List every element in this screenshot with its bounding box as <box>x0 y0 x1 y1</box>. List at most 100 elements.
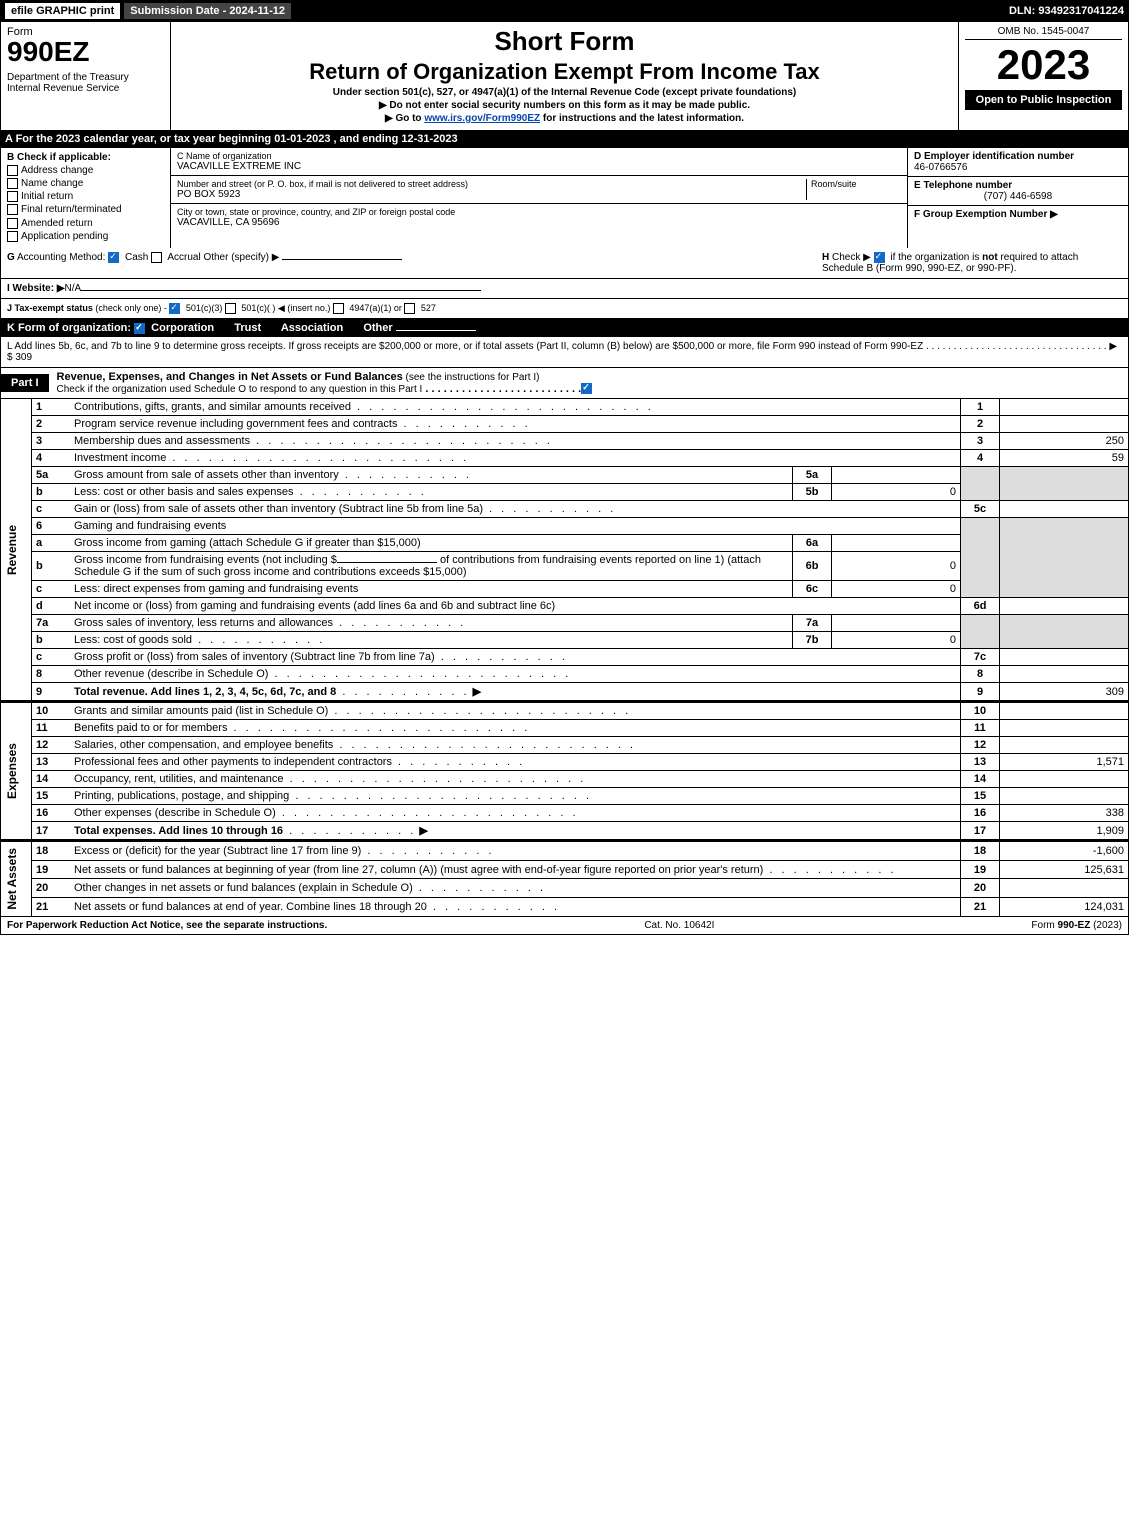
instruction-ssn: ▶ Do not enter social security numbers o… <box>175 100 954 111</box>
final-return-check[interactable]: Final return/terminated <box>7 204 164 215</box>
row-g-h: G Accounting Method: Cash Accrual Other … <box>0 248 1129 279</box>
l20-box: 20 <box>961 879 1000 898</box>
l15-box: 15 <box>961 788 1000 805</box>
netassets-sidebar: Net Assets <box>5 844 19 914</box>
line-20: 20 Other changes in net assets or fund b… <box>1 879 1129 898</box>
efile-button[interactable]: efile GRAPHIC print <box>5 3 120 19</box>
phone-value: (707) 446-6598 <box>914 191 1122 202</box>
line-6d: d Net income or (loss) from gaming and f… <box>1 598 1129 615</box>
l6b-num: b <box>32 552 71 581</box>
527-check[interactable] <box>404 303 415 314</box>
l17-desc: Total expenses. Add lines 10 through 16 <box>74 825 283 837</box>
4947-check[interactable] <box>333 303 344 314</box>
addr-change-check[interactable]: Address change <box>7 165 164 176</box>
501c3-check[interactable] <box>169 303 180 314</box>
l3-box: 3 <box>961 433 1000 450</box>
l7b-desc: Less: cost of goods sold <box>74 634 192 646</box>
l6c-ibox: 6c <box>793 581 832 598</box>
final-return-label: Final return/terminated <box>21 205 122 216</box>
l18-val: -1,600 <box>1000 841 1129 861</box>
amended-return-check[interactable]: Amended return <box>7 218 164 229</box>
irs-link[interactable]: www.irs.gov/Form990EZ <box>424 113 540 124</box>
app-pending-check[interactable]: Application pending <box>7 231 164 242</box>
l1-box: 1 <box>961 399 1000 416</box>
l11-val <box>1000 720 1129 737</box>
l12-num: 12 <box>32 737 71 754</box>
initial-return-label: Initial return <box>21 191 73 202</box>
line-10: Expenses 10 Grants and similar amounts p… <box>1 702 1129 720</box>
l19-num: 19 <box>32 860 71 879</box>
l4-box: 4 <box>961 450 1000 467</box>
goto-pre: ▶ Go to <box>385 113 424 124</box>
top-bar: efile GRAPHIC print Submission Date - 20… <box>0 0 1129 22</box>
l5c-val <box>1000 501 1129 518</box>
l12-val <box>1000 737 1129 754</box>
l9-val: 309 <box>1000 683 1129 702</box>
other-check[interactable] <box>346 323 357 334</box>
l21-box: 21 <box>961 898 1000 917</box>
return-title: Return of Organization Exempt From Incom… <box>175 59 954 85</box>
l15-num: 15 <box>32 788 71 805</box>
part1-sched-o-check[interactable] <box>581 383 592 394</box>
trust-check[interactable] <box>217 323 228 334</box>
l9-num: 9 <box>32 683 71 702</box>
l13-val: 1,571 <box>1000 754 1129 771</box>
l6b-desc: Gross income from fundraising events (no… <box>70 552 793 581</box>
l8-box: 8 <box>961 666 1000 683</box>
header-center: Short Form Return of Organization Exempt… <box>171 22 958 130</box>
street-value: PO BOX 5923 <box>177 189 806 200</box>
501c-check[interactable] <box>225 303 236 314</box>
l6d-num: d <box>32 598 71 615</box>
org-name: VACAVILLE EXTREME INC <box>177 161 901 172</box>
cash-check[interactable] <box>108 252 119 263</box>
l14-num: 14 <box>32 771 71 788</box>
l10-num: 10 <box>32 702 71 720</box>
section-c: C Name of organization VACAVILLE EXTREME… <box>171 148 908 248</box>
amended-return-label: Amended return <box>21 218 93 229</box>
l6d-val <box>1000 598 1129 615</box>
line-9: 9 Total revenue. Add lines 1, 2, 3, 4, 5… <box>1 683 1129 702</box>
line-4: 4 Investment income 4 59 <box>1 450 1129 467</box>
line-14: 14 Occupancy, rent, utilities, and maint… <box>1 771 1129 788</box>
name-change-check[interactable]: Name change <box>7 178 164 189</box>
l18-box: 18 <box>961 841 1000 861</box>
l6b-desc-pre: Gross income from fundraising events (no… <box>74 554 337 566</box>
website-value: N/A <box>65 283 82 294</box>
line-l: L Add lines 5b, 6c, and 7b to line 9 to … <box>0 337 1129 368</box>
line-6a: a Gross income from gaming (attach Sched… <box>1 535 1129 552</box>
sched-b-check[interactable] <box>874 252 885 263</box>
l19-box: 19 <box>961 860 1000 879</box>
l5b-ival: 0 <box>832 484 961 501</box>
l17-val: 1,909 <box>1000 822 1129 841</box>
line-h: H Check ▶ if the organization is not req… <box>822 252 1122 274</box>
l5b-ibox: 5b <box>793 484 832 501</box>
l11-box: 11 <box>961 720 1000 737</box>
ein-value: 46-0766576 <box>914 162 1122 173</box>
street-label: Number and street (or P. O. box, if mail… <box>177 179 806 189</box>
l4-num: 4 <box>32 450 71 467</box>
l6d-box: 6d <box>961 598 1000 615</box>
l5a-ival <box>832 467 961 484</box>
street-row: Number and street (or P. O. box, if mail… <box>171 176 907 204</box>
corp-check[interactable] <box>134 323 145 334</box>
line-3: 3 Membership dues and assessments 3 250 <box>1 433 1129 450</box>
submission-date: Submission Date - 2024-11-12 <box>124 3 291 19</box>
l18-desc: Excess or (deficit) for the year (Subtra… <box>74 845 361 857</box>
line-5c: c Gain or (loss) from sale of assets oth… <box>1 501 1129 518</box>
accrual-check[interactable] <box>151 252 162 263</box>
l5c-box: 5c <box>961 501 1000 518</box>
l21-desc: Net assets or fund balances at end of ye… <box>74 901 427 913</box>
assoc-check[interactable] <box>264 323 275 334</box>
line-7a: 7a Gross sales of inventory, less return… <box>1 615 1129 632</box>
info-grid: B Check if applicable: Address change Na… <box>0 148 1129 248</box>
l4-desc: Investment income <box>74 452 166 464</box>
initial-return-check[interactable]: Initial return <box>7 191 164 202</box>
line-2: 2 Program service revenue including gove… <box>1 416 1129 433</box>
l6b-ibox: 6b <box>793 552 832 581</box>
city-value: VACAVILLE, CA 95696 <box>177 217 901 228</box>
revenue-sidebar: Revenue <box>5 521 19 579</box>
l5a-num: 5a <box>32 467 71 484</box>
city-row: City or town, state or province, country… <box>171 204 907 231</box>
line-12: 12 Salaries, other compensation, and emp… <box>1 737 1129 754</box>
part1-check-line: Check if the organization used Schedule … <box>57 384 423 395</box>
